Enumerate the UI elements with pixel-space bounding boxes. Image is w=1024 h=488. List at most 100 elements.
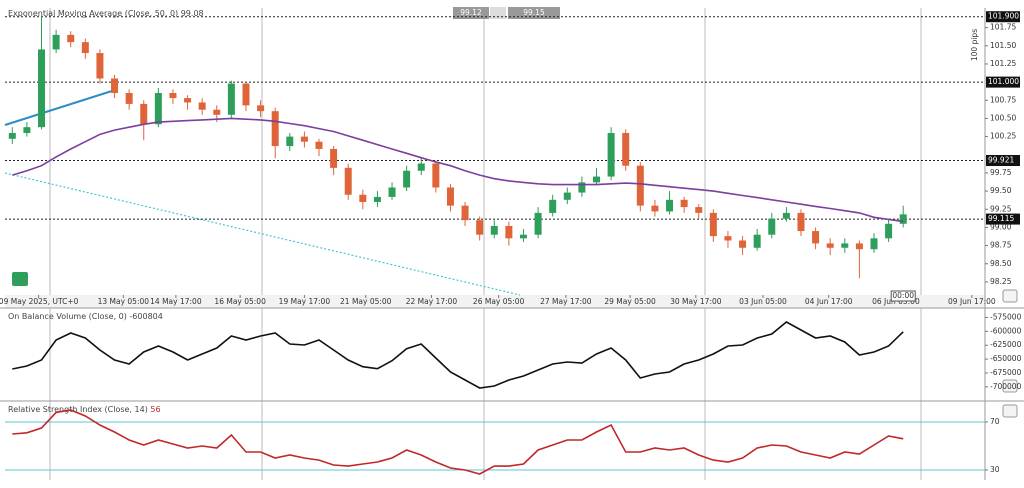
indicator-line (12, 409, 904, 475)
y-tick-label: 100.50 (990, 113, 1016, 122)
indicator-title: Exponential Moving Average (Close, 50, 0… (8, 9, 204, 18)
indicator-name: Relative Strength Index (Close, 14) (8, 405, 148, 414)
candle-body (782, 212, 790, 219)
candle-body (607, 132, 615, 177)
settings-button[interactable] (1002, 289, 1018, 303)
candle-body (899, 214, 907, 224)
candle-body (753, 234, 761, 248)
y-tick-label: -600000 (990, 326, 1022, 335)
candle-body (797, 212, 805, 232)
candle-body (666, 199, 674, 212)
indicator-title: On Balance Volume (Close, 0) -600804 (8, 312, 163, 321)
y-tick-label: 100.75 (990, 95, 1016, 104)
candle-body (636, 165, 644, 206)
candle-body (359, 194, 367, 202)
y-tick-label: 99.50 (990, 186, 1012, 195)
candle-body (505, 225, 513, 239)
candle-body (140, 103, 148, 125)
candle-body (388, 187, 396, 197)
candle-body (709, 212, 717, 237)
candle-body (446, 187, 454, 206)
x-tick-label: 27 May 17:00 (540, 297, 592, 306)
candle-body (534, 212, 542, 235)
candle-body (257, 105, 265, 112)
candle-body (154, 93, 162, 125)
indicator-value: -600804 (129, 312, 162, 321)
candle-body (23, 127, 31, 133)
y-tick-label: 98.25 (990, 277, 1012, 286)
x-tick-label: 09 Jun 17:00 (948, 297, 996, 306)
candle-body (52, 34, 60, 50)
trend-line[interactable] (4, 172, 521, 296)
candle-body (111, 78, 119, 94)
candle-body (330, 148, 338, 168)
x-tick-label: 26 May 05:00 (473, 297, 525, 306)
candle-body (870, 238, 878, 250)
y-axis-label: 100 pips (970, 29, 979, 61)
candle-body (622, 132, 630, 166)
bid-box[interactable] (453, 7, 489, 19)
candle-body (286, 136, 294, 147)
settings-button[interactable] (1002, 379, 1018, 393)
candle-body (169, 93, 177, 99)
candle-body (680, 199, 688, 208)
candle-body (38, 49, 46, 128)
candle-body (695, 207, 703, 213)
candle-body (476, 220, 484, 235)
candle-body (96, 53, 104, 79)
candle-body (812, 231, 820, 244)
candle-body (300, 136, 308, 142)
indicator-name: Exponential Moving Average (Close, 50, 0… (8, 9, 178, 18)
y-tick-label: 99.00 (990, 222, 1012, 231)
candle-body (826, 243, 834, 248)
indicator-value: 56 (150, 405, 160, 414)
x-tick-label: 14 May 17:00 (150, 297, 202, 306)
candle-body (184, 98, 192, 103)
candle-body (198, 102, 206, 110)
y-tick-label: 98.75 (990, 241, 1012, 250)
level-label-box (986, 11, 1020, 23)
y-tick-label: 100.25 (990, 132, 1016, 141)
indicator-value: 99.08 (181, 9, 204, 18)
y-tick-label: 99.75 (990, 168, 1012, 177)
y-tick-label: 99.25 (990, 204, 1012, 213)
candle-body (344, 167, 352, 195)
ask-box[interactable] (508, 7, 560, 19)
logo-icon[interactable] (12, 272, 28, 286)
y-tick-label: -650000 (990, 354, 1022, 363)
y-tick-label: 70 (990, 417, 1000, 426)
candle-body (242, 83, 250, 106)
candle-body (651, 205, 659, 212)
candle-body (373, 196, 381, 202)
candle-body (227, 83, 235, 115)
candle-body (549, 199, 557, 213)
settings-button[interactable] (1002, 404, 1018, 418)
candle-body (885, 223, 893, 239)
candle-body (403, 170, 411, 188)
candle-body (213, 109, 221, 115)
bid-price: 99.12 (460, 8, 482, 17)
y-tick-label: -675000 (990, 368, 1022, 377)
candle-body (593, 176, 601, 183)
candle-body (563, 192, 571, 200)
candle-body (432, 163, 440, 188)
level-label-box (986, 76, 1020, 88)
candle-body (768, 218, 776, 235)
spread-box (490, 7, 506, 19)
candle-body (271, 111, 279, 147)
level-label-box (986, 155, 1020, 167)
trend-line[interactable] (4, 89, 116, 126)
level-label: 99.115 (988, 214, 1014, 223)
candle-body (855, 243, 863, 250)
x-tick-label: 13 May 05:00 (98, 297, 150, 306)
y-tick-label: 101.75 (990, 23, 1016, 32)
level-label-box (986, 213, 1020, 225)
x-tick-label: 29 May 05:00 (604, 297, 656, 306)
x-tick-label: 09 May 2025, UTC+0 (0, 297, 79, 306)
level-label: 99.921 (988, 156, 1014, 165)
candle-body (315, 141, 323, 149)
ask-price: 99.15 (523, 8, 545, 17)
x-tick-label: 21 May 05:00 (340, 297, 392, 306)
